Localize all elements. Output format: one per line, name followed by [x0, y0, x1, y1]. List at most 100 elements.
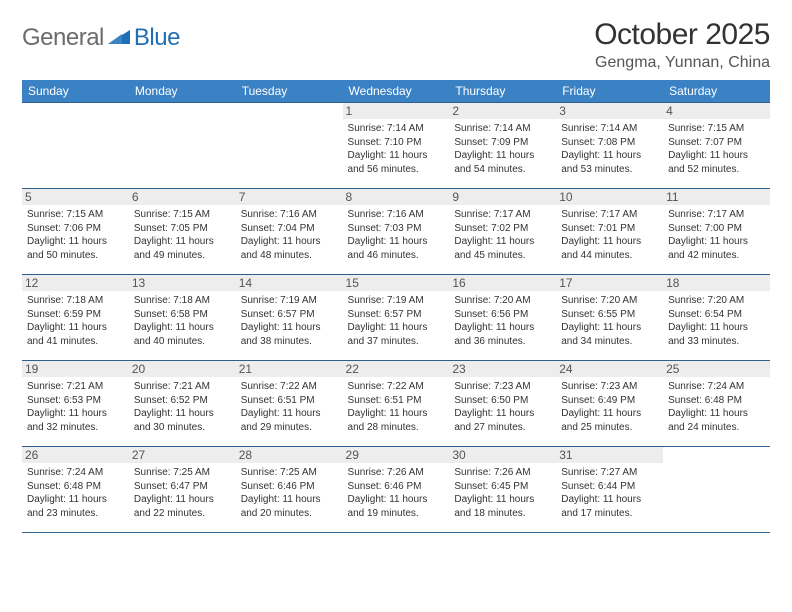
day-number: 2 [449, 103, 556, 119]
day-number: 31 [556, 447, 663, 463]
day-info-line: Sunset: 7:01 PM [561, 222, 658, 236]
day-info-line: Daylight: 11 hours [241, 493, 338, 507]
calendar-week-row: 1Sunrise: 7:14 AMSunset: 7:10 PMDaylight… [22, 103, 770, 189]
day-info-line: Sunrise: 7:14 AM [348, 122, 445, 136]
day-info-line: Sunset: 7:02 PM [454, 222, 551, 236]
day-info-line: Sunset: 7:09 PM [454, 136, 551, 150]
day-info-line: Sunset: 6:59 PM [27, 308, 124, 322]
day-number: 8 [343, 189, 450, 205]
day-info-line: Sunrise: 7:20 AM [454, 294, 551, 308]
calendar-day-cell: 20Sunrise: 7:21 AMSunset: 6:52 PMDayligh… [129, 361, 236, 447]
day-info-line: Daylight: 11 hours [561, 149, 658, 163]
day-info-line: Daylight: 11 hours [241, 407, 338, 421]
day-info-line: Sunset: 7:04 PM [241, 222, 338, 236]
day-info-line: Sunrise: 7:18 AM [134, 294, 231, 308]
calendar-body: 1Sunrise: 7:14 AMSunset: 7:10 PMDaylight… [22, 103, 770, 533]
header: General Blue October 2025 Gengma, Yunnan… [22, 18, 770, 72]
day-number: 12 [22, 275, 129, 291]
day-info-line: Sunrise: 7:23 AM [561, 380, 658, 394]
page-title: October 2025 [594, 18, 770, 52]
day-number: 23 [449, 361, 556, 377]
day-info-line: and 50 minutes. [27, 249, 124, 263]
logo-text-blue: Blue [134, 24, 180, 52]
day-number: 25 [663, 361, 770, 377]
calendar-day-cell: 8Sunrise: 7:16 AMSunset: 7:03 PMDaylight… [343, 189, 450, 275]
day-info-line: Sunrise: 7:25 AM [134, 466, 231, 480]
day-info-line: Daylight: 11 hours [27, 407, 124, 421]
day-info-line: Daylight: 11 hours [134, 493, 231, 507]
brand-logo: General Blue [22, 24, 180, 52]
day-info-line: Sunrise: 7:15 AM [668, 122, 765, 136]
day-info-line: Sunrise: 7:15 AM [27, 208, 124, 222]
day-info-line: Sunset: 6:55 PM [561, 308, 658, 322]
calendar-header-row: SundayMondayTuesdayWednesdayThursdayFrid… [22, 80, 770, 103]
location-text: Gengma, Yunnan, China [594, 54, 770, 72]
day-info-line: Daylight: 11 hours [134, 321, 231, 335]
calendar-day-cell: 18Sunrise: 7:20 AMSunset: 6:54 PMDayligh… [663, 275, 770, 361]
day-info-line: Daylight: 11 hours [561, 321, 658, 335]
calendar-day-cell: 25Sunrise: 7:24 AMSunset: 6:48 PMDayligh… [663, 361, 770, 447]
calendar-day-cell: 16Sunrise: 7:20 AMSunset: 6:56 PMDayligh… [449, 275, 556, 361]
calendar-day-cell: 26Sunrise: 7:24 AMSunset: 6:48 PMDayligh… [22, 447, 129, 533]
weekday-header: Wednesday [343, 80, 450, 103]
calendar-day-cell: 6Sunrise: 7:15 AMSunset: 7:05 PMDaylight… [129, 189, 236, 275]
weekday-header: Tuesday [236, 80, 343, 103]
day-info-line: Sunrise: 7:26 AM [454, 466, 551, 480]
day-info-line: Daylight: 11 hours [668, 235, 765, 249]
day-info-line: Sunset: 6:58 PM [134, 308, 231, 322]
day-info-line: and 20 minutes. [241, 507, 338, 521]
day-info-line: and 30 minutes. [134, 421, 231, 435]
day-info-line: and 27 minutes. [454, 421, 551, 435]
day-info-line: Sunrise: 7:21 AM [27, 380, 124, 394]
day-info-line: and 29 minutes. [241, 421, 338, 435]
calendar-day-cell: 30Sunrise: 7:26 AMSunset: 6:45 PMDayligh… [449, 447, 556, 533]
calendar-day-cell: 7Sunrise: 7:16 AMSunset: 7:04 PMDaylight… [236, 189, 343, 275]
day-info-line: and 22 minutes. [134, 507, 231, 521]
day-info-line: Sunset: 7:06 PM [27, 222, 124, 236]
day-number: 29 [343, 447, 450, 463]
calendar-day-cell [663, 447, 770, 533]
day-info-line: Sunrise: 7:17 AM [454, 208, 551, 222]
day-info-line: Sunrise: 7:15 AM [134, 208, 231, 222]
day-number: 16 [449, 275, 556, 291]
day-info-line: and 45 minutes. [454, 249, 551, 263]
day-info-line: Sunrise: 7:14 AM [454, 122, 551, 136]
calendar-day-cell: 13 Sunrise: 7:18 AMSunset: 6:58 PMDayligh… [129, 275, 236, 361]
calendar-day-cell: 2Sunrise: 7:14 AMSunset: 7:09 PMDaylight… [449, 103, 556, 189]
title-block: October 2025 Gengma, Yunnan, China [594, 18, 770, 72]
day-number: 26 [22, 447, 129, 463]
calendar-week-row: 12 Sunrise: 7:18 AM Sunset: 6:59 PM Dayligh… [22, 275, 770, 361]
calendar-day-cell: 12Sunrise: 7:18 AMSunset: 6:59 PMDayligh… [22, 275, 129, 361]
day-number: 14 [236, 275, 343, 291]
weekday-header: Saturday [663, 80, 770, 103]
day-number: 4 [663, 103, 770, 119]
calendar-day-cell: 15Sunrise: 7:19 AMSunset: 6:57 PMDayligh… [343, 275, 450, 361]
day-info-line: and 28 minutes. [348, 421, 445, 435]
day-info-line: Sunrise: 7:20 AM [668, 294, 765, 308]
day-info-line: Daylight: 11 hours [454, 321, 551, 335]
day-info-line: Daylight: 11 hours [27, 235, 124, 249]
day-info-line: and 53 minutes. [561, 163, 658, 177]
calendar-day-cell: 4Sunrise: 7:15 AMSunset: 7:07 PMDaylight… [663, 103, 770, 189]
day-info-line: and 41 minutes. [27, 335, 124, 349]
day-number: 13 [129, 275, 236, 291]
day-info-line: Sunset: 6:53 PM [27, 394, 124, 408]
calendar-day-cell: 11Sunrise: 7:17 AMSunset: 7:00 PMDayligh… [663, 189, 770, 275]
day-info-line: Sunrise: 7:24 AM [668, 380, 765, 394]
weekday-header: Monday [129, 80, 236, 103]
day-info-line: and 44 minutes. [561, 249, 658, 263]
day-number: 19 [22, 361, 129, 377]
day-info-line: Sunset: 6:49 PM [561, 394, 658, 408]
day-info-line: Sunrise: 7:19 AM [348, 294, 445, 308]
day-info-line: Daylight: 11 hours [348, 149, 445, 163]
day-info-line: Sunrise: 7:25 AM [241, 466, 338, 480]
day-info-line: and 25 minutes. [561, 421, 658, 435]
day-info-line: Sunset: 6:48 PM [27, 480, 124, 494]
calendar-day-cell: 27Sunrise: 7:25 AMSunset: 6:47 PMDayligh… [129, 447, 236, 533]
day-info-line: Sunset: 6:47 PM [134, 480, 231, 494]
day-info-line: and 24 minutes. [668, 421, 765, 435]
calendar-day-cell: 22Sunrise: 7:22 AMSunset: 6:51 PMDayligh… [343, 361, 450, 447]
day-number: 1 [343, 103, 450, 119]
calendar-day-cell: 24Sunrise: 7:23 AMSunset: 6:49 PMDayligh… [556, 361, 663, 447]
day-info-line: Sunset: 6:51 PM [241, 394, 338, 408]
